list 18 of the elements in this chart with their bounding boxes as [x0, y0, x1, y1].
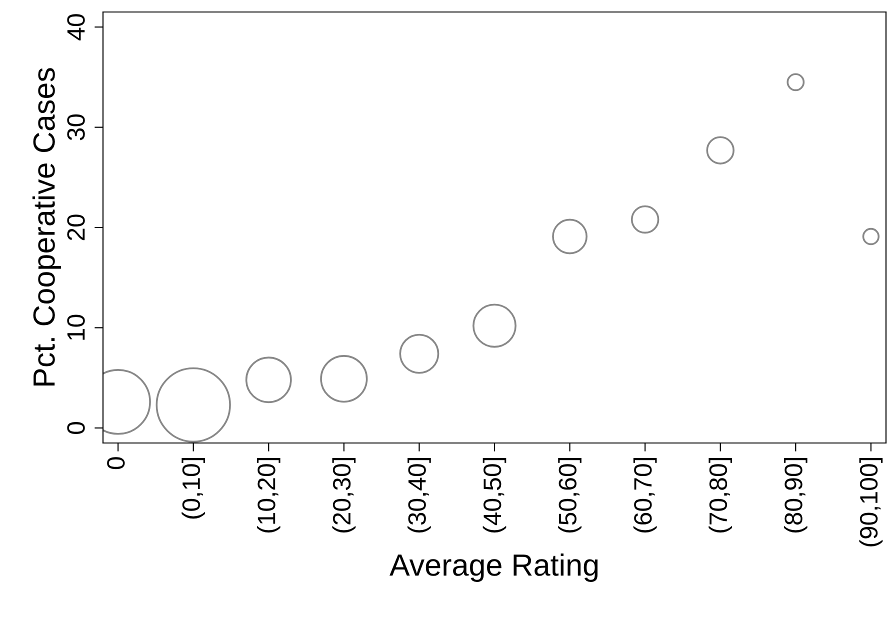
- x-tick-label: (20,30]: [332, 458, 356, 532]
- x-axis-title: Average Rating: [390, 553, 598, 582]
- x-tick-label: 0: [107, 457, 125, 470]
- x-tick-label: (40,50]: [482, 458, 506, 532]
- x-tick-label: (70,80]: [708, 458, 732, 532]
- y-tick-label: 0: [67, 422, 85, 434]
- y-tick-label: 30: [67, 114, 85, 140]
- x-tick-label: (50,60]: [558, 458, 582, 532]
- x-tick-label: (80,90]: [784, 458, 808, 532]
- x-tick-label: (0,10]: [182, 458, 205, 519]
- y-tick-label: 10: [67, 314, 85, 340]
- y-tick-label: 20: [67, 214, 85, 240]
- x-tick-label: (60,70]: [633, 458, 657, 532]
- x-tick-label: (10,20]: [256, 458, 280, 532]
- x-tick-label: (30,40]: [408, 458, 431, 532]
- y-tick-label: 40: [67, 14, 85, 40]
- x-tick-label: (90,100]: [859, 458, 883, 546]
- y-axis-title: Pct. Cooperative Cases: [32, 68, 61, 386]
